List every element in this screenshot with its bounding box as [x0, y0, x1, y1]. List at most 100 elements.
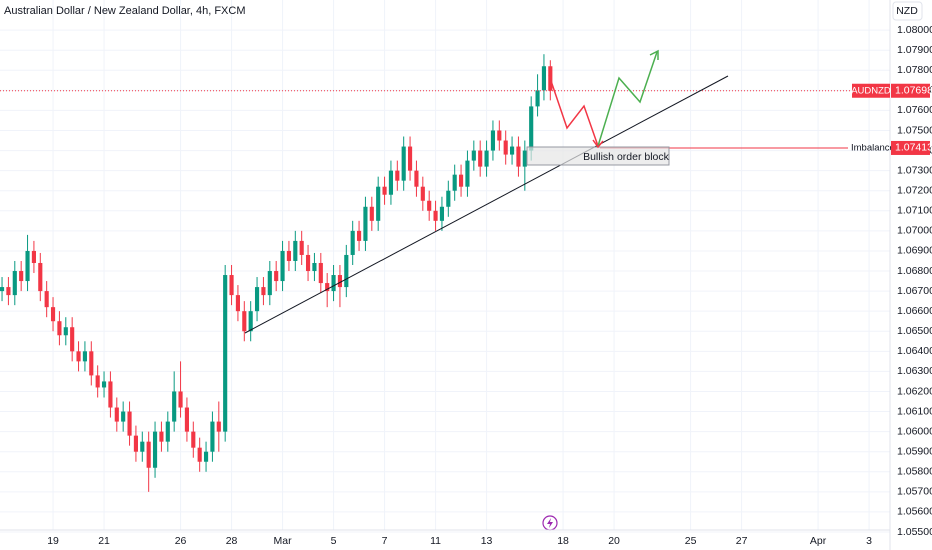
- bearish-projection: [548, 74, 599, 147]
- candle-body: [516, 146, 521, 167]
- candle-body: [522, 150, 527, 167]
- x-tick-label: 20: [608, 535, 620, 547]
- y-tick-label: 1.06900: [897, 245, 932, 257]
- y-tick-label: 1.05500: [897, 526, 932, 538]
- candle-body: [229, 275, 234, 296]
- y-tick-label: 1.06500: [897, 325, 932, 337]
- x-tick-label: 28: [226, 535, 238, 547]
- candle-body: [223, 275, 228, 432]
- x-tick-label: 13: [481, 535, 493, 547]
- y-tick-label: 1.06000: [897, 425, 932, 437]
- candle-body: [509, 146, 515, 155]
- candle-body: [420, 186, 425, 201]
- y-tick-label: 1.06700: [897, 285, 932, 297]
- axes: 1.05500 1.05600 1.05700 1.05800 1.05900 1.060…: [47, 24, 932, 547]
- y-tick-label: 1.06400: [897, 345, 932, 357]
- x-tick-label: 25: [685, 535, 697, 547]
- event-icon-bolt: [547, 518, 553, 528]
- candle-body: [529, 106, 534, 151]
- candle-body: [50, 307, 56, 322]
- candle-body: [325, 283, 330, 292]
- candle-body: [184, 407, 189, 432]
- candle-body: [101, 381, 107, 388]
- candle-body: [261, 287, 266, 296]
- candle-body: [152, 431, 158, 468]
- drawings: Bullish order block: [244, 49, 729, 531]
- candle-body: [0, 287, 5, 292]
- x-tick-label: 26: [175, 535, 187, 547]
- candle-body: [159, 431, 164, 442]
- y-tick-label: 1.07900: [897, 44, 932, 56]
- candle-body: [172, 391, 177, 422]
- currency-box[interactable]: [892, 1, 923, 21]
- candle-body: [465, 160, 470, 187]
- x-tick-label: 3: [866, 535, 872, 547]
- candle-body: [484, 150, 489, 167]
- candle-body: [70, 327, 75, 352]
- candle-body: [407, 146, 413, 171]
- candle-body: [44, 291, 49, 308]
- x-tick-label: Mar: [274, 535, 293, 547]
- candle-body: [267, 271, 272, 296]
- candle-body: [242, 311, 247, 332]
- candle-body: [216, 421, 221, 432]
- candle-body: [127, 411, 132, 436]
- candle-body: [25, 250, 30, 282]
- y-tick-label: 1.05700: [897, 486, 932, 498]
- candle-body: [331, 275, 336, 292]
- candle-body: [458, 174, 464, 187]
- currency: NZD: [896, 5, 918, 17]
- x-tick-label: 11: [430, 535, 441, 547]
- candle-body: [203, 451, 209, 462]
- order-block-label: Bullish order block: [583, 151, 670, 163]
- y-tick-label: 1.06100: [897, 405, 932, 417]
- y-tick-label: 1.07000: [897, 225, 932, 237]
- candle-body: [57, 321, 62, 336]
- y-tick-label: 1.05800: [897, 466, 932, 478]
- candle-body: [356, 230, 362, 241]
- candle-body: [280, 250, 285, 282]
- candle-body: [305, 254, 311, 272]
- candle-body: [350, 230, 355, 255]
- candle-body: [299, 240, 304, 255]
- candle-body: [433, 210, 438, 221]
- y-tick-label: 1.06800: [897, 265, 932, 277]
- y-tick-label: 1.07500: [897, 124, 932, 136]
- candle-body: [369, 206, 374, 221]
- candles: [0, 54, 890, 492]
- price-tag-label: 1.07413: [895, 142, 932, 154]
- price-tag-label: 1.07698: [895, 85, 932, 97]
- candle-body: [478, 150, 483, 167]
- y-tick-label: 1.06300: [897, 365, 932, 377]
- price-line-name: Imbalance: [851, 142, 895, 153]
- x-tick-label: 21: [98, 535, 110, 547]
- candle-body: [293, 240, 298, 261]
- x-tick-label: 27: [736, 535, 748, 547]
- candle-body: [254, 287, 260, 312]
- candle-body: [248, 311, 253, 332]
- candle-body: [376, 186, 381, 221]
- x-tick-label: 7: [382, 535, 388, 547]
- candle-body: [38, 262, 43, 292]
- candle-body: [490, 130, 496, 151]
- candle-body: [108, 381, 113, 408]
- candle-body: [414, 170, 419, 187]
- candle-body: [31, 250, 36, 263]
- candle-body: [121, 411, 126, 422]
- candle-body: [286, 250, 292, 261]
- candle-body: [197, 447, 202, 462]
- symbol-label: AUDNZD: [851, 85, 891, 96]
- candle-body: [446, 190, 451, 207]
- price-tag: [891, 140, 930, 155]
- candle-body: [178, 391, 183, 408]
- candle-body: [6, 287, 11, 296]
- candle-body: [210, 421, 215, 452]
- candle-body: [363, 206, 368, 241]
- candle-body: [140, 441, 145, 452]
- candle-body: [235, 295, 241, 312]
- candle-body: [471, 150, 476, 161]
- candle-body: [133, 435, 138, 452]
- y-tick-label: 1.07100: [897, 205, 932, 217]
- x-tick-label: Apr: [810, 535, 827, 547]
